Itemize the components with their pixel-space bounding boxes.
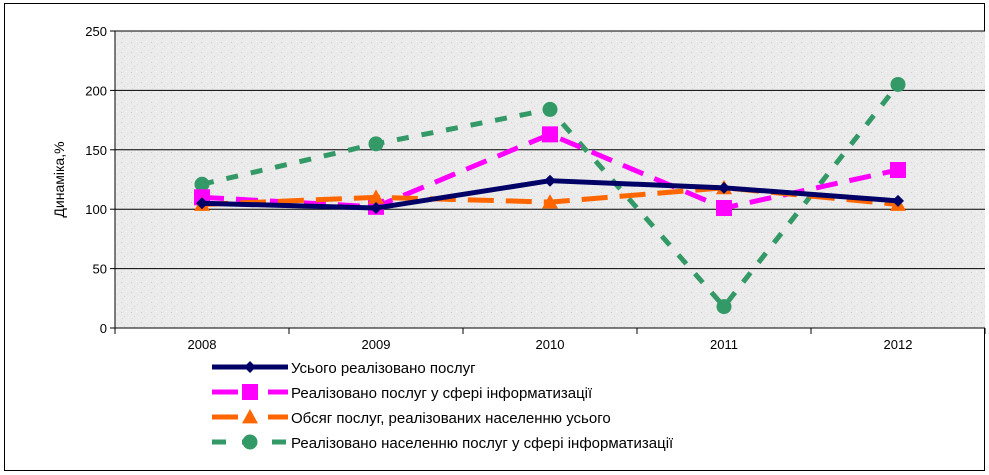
data-point [368, 136, 384, 152]
series-4 [194, 76, 906, 315]
legend-swatch-marker [244, 361, 256, 373]
y-tick-label: 50 [93, 262, 107, 277]
data-point [890, 161, 906, 178]
series-layer [194, 76, 906, 315]
legend-label: Усього реалізовано послуг [291, 360, 476, 377]
data-point [892, 194, 904, 207]
x-tick-label: 2012 [884, 337, 913, 352]
legend: Усього реалізовано послуг Реалізовано пос… [212, 360, 674, 452]
y-tick-label: 0 [100, 321, 107, 336]
data-point [716, 200, 732, 217]
y-tick-label: 100 [85, 202, 107, 217]
legend-item: Обсяг послуг, реалізованих населенню усь… [212, 409, 611, 427]
legend-swatch-marker [242, 409, 258, 424]
y-tick-label: 250 [85, 24, 107, 39]
legend-item: Усього реалізовано послуг [212, 360, 476, 377]
legend-swatch-marker [242, 434, 258, 450]
data-point [196, 197, 208, 210]
series-1 [196, 174, 904, 215]
grid-lines [115, 30, 985, 329]
data-point [544, 174, 556, 187]
data-point [194, 176, 210, 192]
x-tick-label: 2010 [536, 337, 565, 352]
x-tick-label: 2009 [362, 337, 391, 352]
legend-item: Реалізовано послуг у сфері інформатизаці… [212, 384, 593, 402]
x-tick-label: 2008 [188, 337, 217, 352]
y-tick-label: 150 [85, 143, 107, 158]
data-point [716, 299, 732, 315]
x-tick-label: 2011 [710, 337, 738, 352]
legend-swatch-marker [242, 384, 258, 400]
y-tick-label: 200 [85, 83, 107, 98]
data-point [542, 194, 558, 209]
axes: 0 50 100 150 200 250 2008 2009 2010 2011 2012 [85, 24, 986, 352]
legend-label: Реалізовано послуг у сфері інформатизаці… [291, 385, 593, 402]
data-point [890, 76, 906, 92]
data-point [718, 181, 730, 194]
data-point [542, 126, 558, 143]
y-axis-label: Динаміка,% [51, 141, 67, 217]
series-line [201, 131, 899, 211]
data-point [370, 202, 382, 215]
legend-label: Реалізовано населенню послуг у сфері інф… [291, 435, 674, 452]
data-point [368, 189, 384, 204]
legend-item: Реалізовано населенню послуг у сфері інф… [212, 434, 674, 452]
data-point [542, 101, 558, 117]
legend-label: Обсяг послуг, реалізованих населенню усь… [291, 410, 611, 427]
